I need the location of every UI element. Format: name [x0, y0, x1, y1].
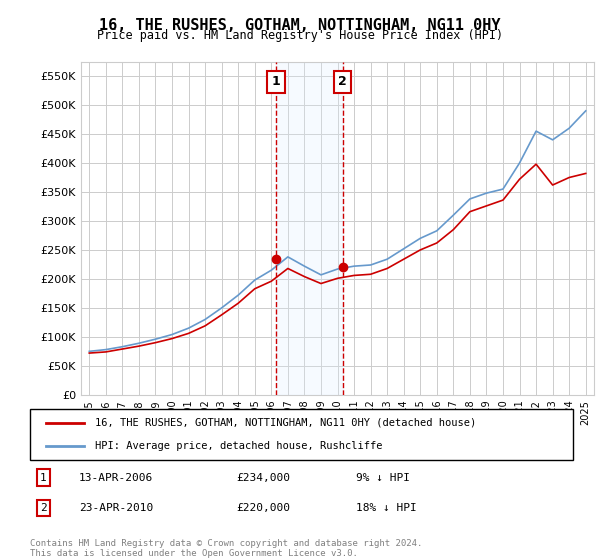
Text: £220,000: £220,000	[236, 503, 290, 513]
Text: 2: 2	[40, 503, 47, 513]
FancyBboxPatch shape	[30, 409, 573, 460]
Text: 23-APR-2010: 23-APR-2010	[79, 503, 153, 513]
Text: Price paid vs. HM Land Registry's House Price Index (HPI): Price paid vs. HM Land Registry's House …	[97, 29, 503, 42]
Bar	[276, 62, 343, 395]
Text: 16, THE RUSHES, GOTHAM, NOTTINGHAM, NG11 0HY (detached house): 16, THE RUSHES, GOTHAM, NOTTINGHAM, NG11…	[95, 418, 476, 428]
Text: HPI: Average price, detached house, Rushcliffe: HPI: Average price, detached house, Rush…	[95, 441, 383, 451]
Text: 1: 1	[272, 76, 280, 88]
Text: 2: 2	[338, 76, 347, 88]
Text: 16, THE RUSHES, GOTHAM, NOTTINGHAM, NG11 0HY: 16, THE RUSHES, GOTHAM, NOTTINGHAM, NG11…	[99, 18, 501, 33]
Text: 18% ↓ HPI: 18% ↓ HPI	[356, 503, 416, 513]
Text: Contains HM Land Registry data © Crown copyright and database right 2024.
This d: Contains HM Land Registry data © Crown c…	[30, 539, 422, 558]
Text: 9% ↓ HPI: 9% ↓ HPI	[356, 473, 410, 483]
Text: 1: 1	[40, 473, 47, 483]
Text: 13-APR-2006: 13-APR-2006	[79, 473, 153, 483]
Text: £234,000: £234,000	[236, 473, 290, 483]
